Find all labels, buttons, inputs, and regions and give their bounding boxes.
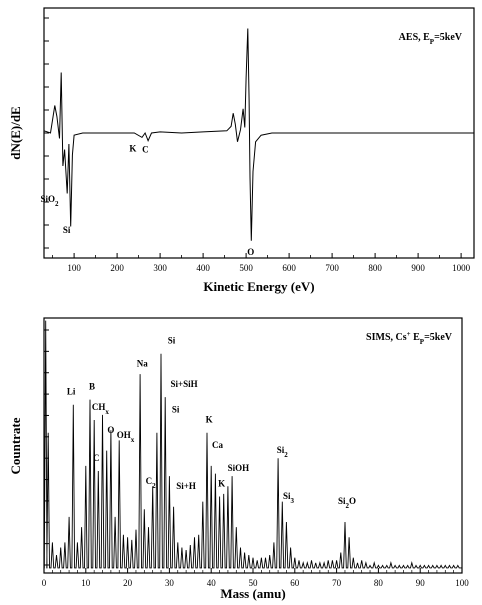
aes-x-tick-label: 500: [239, 263, 253, 273]
sims-x-tick-label: 50: [249, 578, 259, 588]
sims-peak-label: Si+H: [176, 481, 196, 491]
aes-x-tick-label: 1000: [452, 263, 471, 273]
sims-peak-labels: LiBCHxCOOHxNaC2SiSi+SiHSiSi+HKCaKSiOHSi2…: [67, 336, 356, 511]
sims-peak-label: Si2: [277, 445, 289, 459]
aes-x-ticks: 100 200 300 400 500 600 700 800 900 1000: [52, 253, 471, 273]
sims-peak-label: B: [89, 381, 95, 391]
aes-peak-labels: SiO2 Si K C O: [40, 144, 254, 257]
sims-peak-label: K: [206, 415, 213, 425]
sims-peak-label: Si+SiH: [170, 379, 197, 389]
sims-x-tick-label: 90: [416, 578, 426, 588]
aes-x-tick-label: 800: [368, 263, 382, 273]
aes-y-ticks: [44, 17, 49, 249]
sims-x-axis-label: Mass (amu): [220, 586, 285, 601]
sims-peak-label: Na: [137, 358, 148, 368]
sims-peak-label: CHx: [92, 402, 110, 416]
aes-panel: AES, EP=5keV 100 200 300 400 500 600 700 800 900…: [8, 7, 475, 294]
aes-y-axis-label: dN(E)/dE: [8, 106, 23, 159]
sims-x-tick-label: 30: [165, 578, 175, 588]
sims-plot-frame: [43, 317, 463, 574]
aes-peak-label: SiO2: [40, 194, 59, 208]
sims-x-ticks: 0 10 20 30 40 50 60 70 80 90 100: [42, 568, 469, 588]
aes-x-tick-label: 700: [325, 263, 339, 273]
aes-x-tick-label: 200: [110, 263, 124, 273]
sims-spectrum-line: [43, 320, 462, 569]
sims-peak-label: Li: [67, 387, 76, 397]
aes-x-tick-label: 300: [153, 263, 167, 273]
sims-peak-label: C: [93, 453, 100, 463]
sims-panel-title: SIMS, Cs+ EP=5keV: [366, 330, 453, 346]
sims-x-tick-label: 70: [332, 578, 342, 588]
aes-peak-label: Si: [63, 225, 71, 235]
sims-peak-label: Si: [168, 336, 176, 346]
sims-peak-label: Si: [172, 404, 180, 414]
sims-x-tick-label: 40: [207, 578, 217, 588]
sims-x-tick-label: 0: [42, 578, 47, 588]
aes-peak-label: K: [129, 144, 136, 154]
aes-panel-title: AES, EP=5keV: [399, 32, 463, 46]
sims-x-tick-label: 10: [81, 578, 91, 588]
aes-x-tick-label: 600: [282, 263, 296, 273]
sims-x-tick-label: 20: [123, 578, 133, 588]
sims-x-tick-label: 60: [290, 578, 300, 588]
sims-panel: SIMS, Cs+ EP=5keV 0 10 20 30 40 50 60 70 80 90 100…: [8, 317, 469, 601]
sims-y-axis-label: Countrate: [8, 417, 23, 474]
aes-x-tick-label: 400: [196, 263, 210, 273]
sims-peak-label: Ca: [212, 440, 223, 450]
sims-peak-label: K: [218, 478, 225, 488]
sims-peak-label: Si2O: [338, 496, 356, 510]
aes-x-tick-label: 900: [411, 263, 425, 273]
sims-peak-label: O: [107, 425, 114, 435]
aes-x-tick-label: 100: [67, 263, 81, 273]
sims-peak-label: SiOH: [228, 463, 250, 473]
aes-peak-label: C: [142, 145, 149, 155]
sims-peak-label: Si3: [283, 491, 295, 505]
aes-peak-label: O: [247, 247, 254, 257]
aes-x-axis-label: Kinetic Energy (eV): [203, 279, 314, 294]
sims-x-tick-label: 100: [455, 578, 469, 588]
sims-x-tick-label: 80: [374, 578, 384, 588]
sims-peak-label: C2: [146, 476, 157, 490]
aes-spectrum-line: [43, 28, 474, 241]
sims-peak-label: OHx: [117, 430, 135, 444]
